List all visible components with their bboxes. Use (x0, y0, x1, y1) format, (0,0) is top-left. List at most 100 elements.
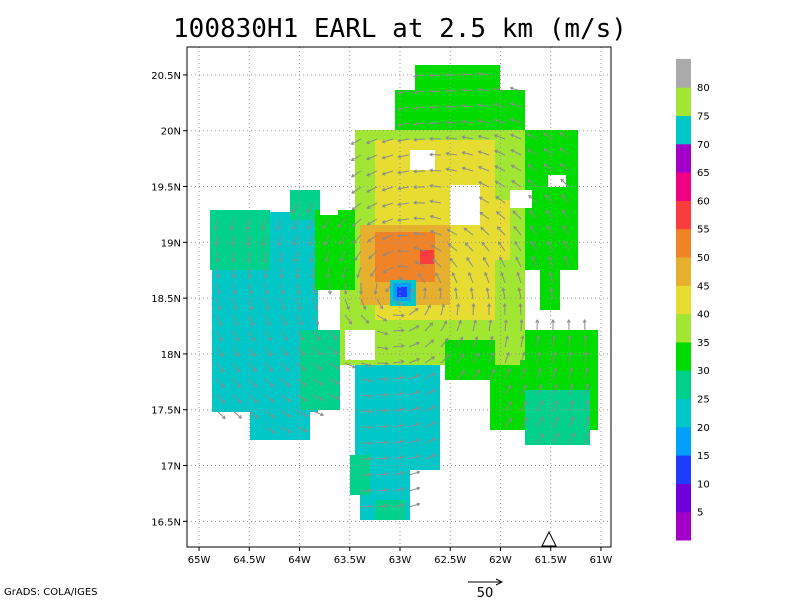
wind-arrow (392, 328, 405, 333)
wind-arrow (247, 266, 252, 279)
wind-arrow (248, 314, 255, 327)
data-gap (510, 190, 532, 208)
wind-arrow (397, 170, 410, 175)
wind-arrow (381, 138, 394, 144)
core-ring (420, 250, 434, 264)
wind-arrow (471, 303, 476, 316)
wind-arrow (397, 249, 410, 254)
data-gap (450, 185, 480, 225)
wind-arrow (414, 260, 426, 268)
wind-arrow (291, 202, 298, 214)
wind-arrow (292, 234, 298, 247)
wind-arrow (232, 330, 239, 342)
wind-arrow (351, 202, 362, 211)
wind-arrow (339, 250, 346, 263)
wind-arrow (350, 138, 362, 145)
wind-arrow (543, 148, 554, 156)
wind-arrow (296, 394, 308, 402)
wind-arrow (463, 227, 474, 236)
wind-arrow (392, 455, 405, 460)
wind-arrow (408, 470, 421, 476)
wind-arrow (216, 314, 222, 327)
wind-arrow (472, 335, 479, 348)
colorbar-swatch (676, 455, 691, 484)
wind-arrow (296, 346, 305, 356)
wind-arrow (584, 383, 590, 396)
wind-arrow (216, 394, 226, 404)
wind-arrow (376, 472, 389, 476)
reference-vector: 50 (468, 578, 504, 600)
wind-arrow (480, 226, 490, 236)
wind-arrow (216, 298, 222, 311)
wind-arrow (264, 314, 271, 326)
wind-arrow (568, 367, 573, 380)
wind-arrow (264, 282, 269, 295)
colorbar-swatch (676, 511, 691, 541)
colorbar-swatch (676, 285, 691, 315)
wind-arrow (328, 378, 340, 385)
x-tick-label: 61.5W (535, 555, 567, 566)
wind-arrow (477, 103, 490, 108)
wind-arrow (376, 330, 389, 336)
wind-arrow (397, 106, 410, 111)
y-tick-label: 20.5N (151, 71, 181, 82)
wind-arrow (338, 234, 346, 246)
wind-arrow (246, 234, 250, 247)
wind-arrow (456, 370, 466, 380)
wind-arrow (343, 282, 348, 295)
north-band (540, 260, 560, 310)
wind-arrow (545, 209, 554, 220)
wind-arrow (216, 346, 224, 358)
colorbar: 5 10 15 20 25 30 35 40 45 50 55 60 65 70 75 80 (676, 58, 710, 541)
wind-arrow (312, 378, 324, 386)
wind-arrow (494, 180, 506, 188)
wind-arrow (360, 441, 373, 446)
wind-arrow (413, 216, 426, 221)
wind-arrow (561, 209, 570, 220)
wind-arrow (328, 362, 340, 370)
wind-arrow (552, 383, 558, 396)
west-band (250, 410, 310, 440)
wind-arrow (280, 362, 290, 372)
wind-arrow (527, 179, 538, 188)
wind-arrow (385, 282, 394, 293)
y-tick-label: 16.5N (151, 517, 181, 528)
wind-arrow (264, 426, 276, 434)
wind-arrow (280, 410, 292, 418)
wind-arrow (307, 218, 314, 230)
wind-arrow (408, 422, 421, 428)
wind-arrow (376, 361, 389, 366)
wind-arrow (509, 117, 522, 124)
wind-arrow (326, 266, 331, 279)
wind-arrow (559, 163, 570, 172)
wind-arrow (429, 183, 442, 188)
wind-arrow (514, 240, 522, 252)
wind-arrow (536, 335, 541, 348)
x-tick-label: 62.5W (434, 555, 466, 566)
wind-arrow (367, 234, 378, 243)
wind-arrow (488, 368, 496, 380)
colorbar-label: 30 (697, 366, 710, 377)
wind-arrow (432, 258, 442, 268)
wind-arrow (350, 170, 362, 178)
colorbar-label: 55 (697, 225, 710, 236)
wind-arrow (423, 287, 428, 300)
wind-arrow (528, 194, 538, 204)
wind-arrow (552, 400, 559, 412)
colorbar-swatch (676, 257, 691, 286)
wind-arrow (360, 409, 373, 414)
wind-arrow (216, 330, 223, 342)
lat-lon-grid (187, 47, 611, 547)
wind-arrow (328, 394, 341, 400)
wind-arrow (397, 186, 410, 191)
wind-arrow (520, 384, 527, 396)
wind-arrow (366, 218, 378, 226)
wind-arrow (366, 170, 378, 177)
wind-arrow (461, 119, 474, 124)
wind-arrow (230, 234, 235, 247)
wind-arrow (376, 392, 389, 397)
wind-arrow (376, 440, 389, 445)
wind-arrow (337, 218, 346, 229)
wind-arrow (418, 273, 426, 284)
wind-arrow (413, 169, 426, 174)
